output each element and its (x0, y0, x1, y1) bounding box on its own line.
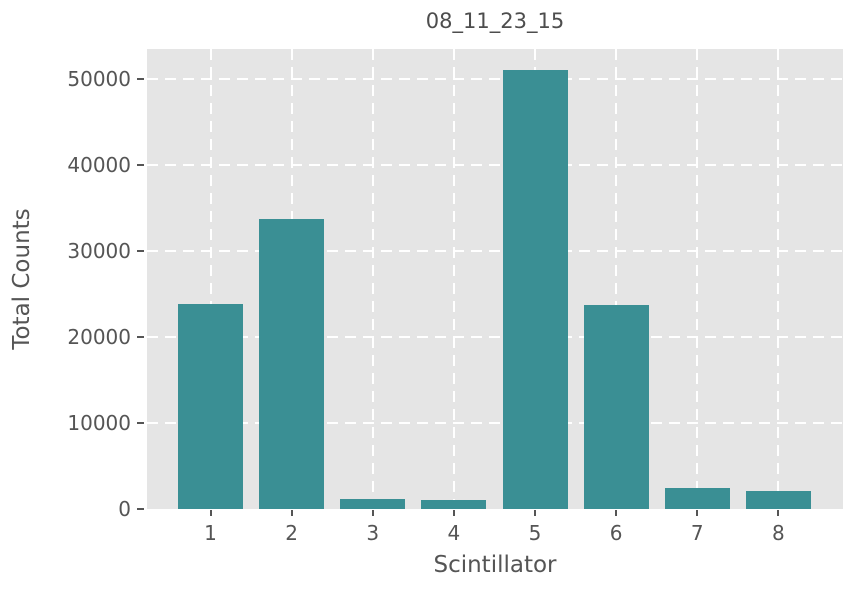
x-tick-mark (371, 510, 374, 516)
x-tick-mark (534, 510, 537, 516)
vertical-gridline (615, 49, 618, 509)
x-tick-label: 3 (366, 521, 380, 545)
x-tick-mark (777, 510, 780, 516)
bar-scintillator-6 (583, 305, 649, 509)
x-axis-label: Scintillator (433, 552, 557, 578)
x-tick-label: 7 (690, 521, 704, 545)
y-tick-mark (137, 508, 144, 510)
y-tick-label: 30000 (67, 239, 131, 264)
vertical-gridline (209, 49, 212, 509)
vertical-gridline (777, 49, 780, 509)
y-tick-label: 50000 (67, 67, 131, 92)
y-tick-mark (137, 250, 144, 253)
horizontal-gridline (147, 422, 843, 425)
x-tick-label: 8 (772, 521, 785, 545)
y-tick-label: 20000 (67, 325, 131, 350)
plot-area (147, 49, 843, 509)
x-tick-label: 6 (609, 521, 623, 545)
y-tick-mark (137, 336, 144, 339)
x-tick-label: 1 (204, 521, 217, 545)
bar-scintillator-1 (178, 303, 243, 509)
horizontal-gridline (147, 336, 843, 339)
bar-scintillator-2 (259, 219, 325, 509)
bar-scintillator-8 (745, 490, 811, 509)
y-tick-label: 10000 (67, 411, 131, 436)
chart-title: 08_11_23_15 (425, 9, 565, 33)
vertical-gridline (696, 49, 699, 509)
x-tick-mark (615, 510, 618, 516)
vertical-gridline (371, 49, 374, 509)
y-tick-label: 0 (118, 497, 131, 521)
x-tick-label: 5 (528, 521, 542, 545)
horizontal-gridline (147, 250, 843, 253)
y-tick-mark (137, 422, 144, 425)
y-tick-mark (137, 164, 144, 167)
y-tick-mark (137, 78, 144, 81)
y-tick-label: 40000 (67, 153, 131, 178)
vertical-gridline (452, 49, 455, 509)
bar-scintillator-7 (664, 487, 730, 509)
horizontal-gridline (147, 164, 843, 167)
x-tick-mark (452, 510, 455, 516)
x-tick-label: 2 (285, 521, 298, 545)
x-tick-label: 4 (447, 521, 461, 545)
horizontal-gridline (147, 78, 843, 81)
bar-scintillator-5 (502, 69, 568, 509)
x-tick-mark (209, 510, 212, 516)
bar-scintillator-3 (340, 499, 406, 509)
x-tick-mark (290, 510, 293, 516)
x-tick-mark (696, 510, 699, 516)
bar-scintillator-4 (421, 499, 487, 509)
